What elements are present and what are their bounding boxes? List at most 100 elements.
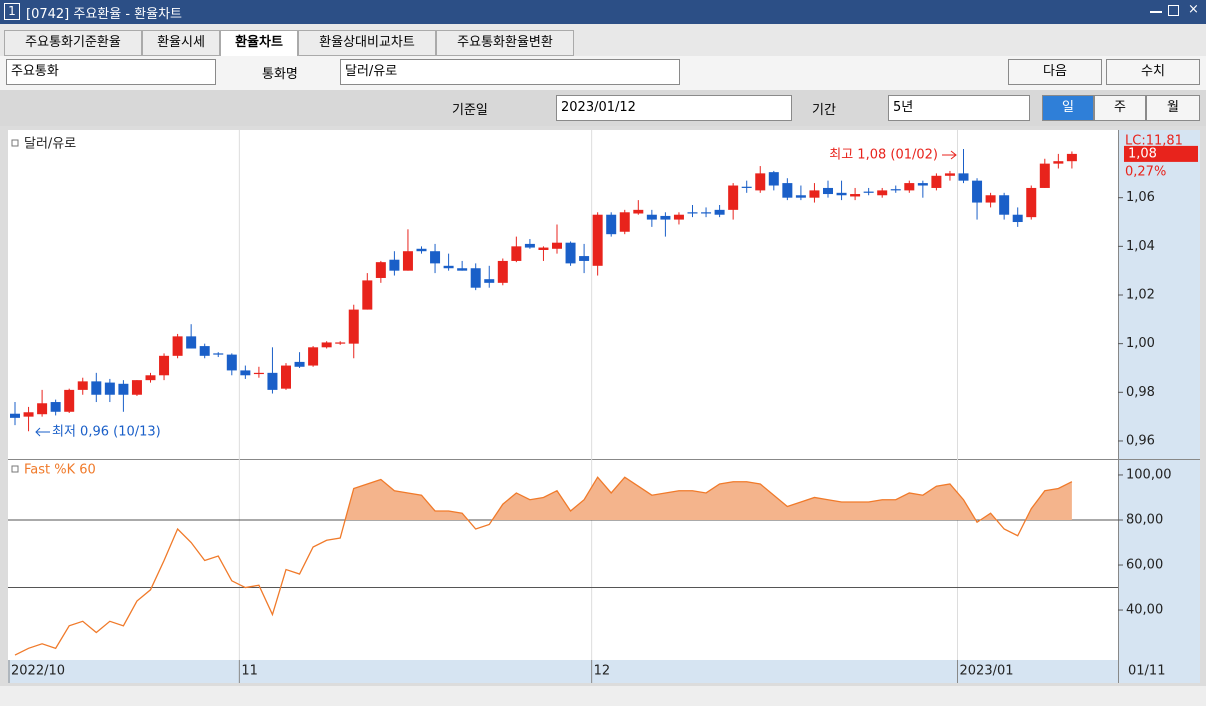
candle-body xyxy=(362,280,373,310)
candle-body xyxy=(240,370,251,376)
lc-label: LC:11,81 xyxy=(1125,134,1183,149)
minimize[interactable] xyxy=(1150,11,1162,13)
candle-body xyxy=(917,183,928,186)
candle-body xyxy=(660,215,671,220)
tab-active[interactable]: 환율차트 xyxy=(220,30,298,56)
candle-body xyxy=(145,375,156,381)
candle-body xyxy=(37,403,48,415)
candle-body xyxy=(104,382,115,395)
change-label: 0,27% xyxy=(1125,165,1166,180)
close[interactable]: × xyxy=(1188,2,1199,17)
week-button[interactable]: 주 xyxy=(1094,95,1146,121)
candle-body xyxy=(958,173,969,181)
y-tick-label: 0,96 xyxy=(1126,433,1155,448)
next-button[interactable]: 다음 xyxy=(1008,59,1102,85)
maximize[interactable] xyxy=(1168,5,1179,16)
candle-body xyxy=(470,268,481,288)
candle-body xyxy=(335,342,346,344)
candle-body xyxy=(579,256,590,261)
x-tick-label: 12 xyxy=(594,664,611,679)
k-line xyxy=(14,476,1073,656)
candle-body xyxy=(457,268,468,271)
date-label: 기준일 xyxy=(452,103,488,118)
period-select[interactable]: 5년 xyxy=(888,95,1030,121)
candle-body xyxy=(511,246,522,261)
candle-body xyxy=(823,187,833,195)
candle-body xyxy=(213,353,224,355)
candle-body xyxy=(714,209,725,215)
market-select[interactable]: 주요통화 xyxy=(6,59,216,85)
candle-body xyxy=(850,194,861,197)
candle-body xyxy=(782,183,793,198)
candle-body xyxy=(673,214,684,220)
candle-body xyxy=(91,381,102,395)
x-end-label: 01/11 xyxy=(1128,664,1165,679)
values-button[interactable]: 수치 xyxy=(1106,59,1200,85)
candle-body xyxy=(375,262,386,278)
candle-body xyxy=(199,346,210,356)
tab[interactable]: 주요통화환율변환 xyxy=(436,30,574,56)
candle-body xyxy=(267,372,278,390)
y-tick-label: 1,04 xyxy=(1126,239,1155,254)
candle-body xyxy=(904,183,915,191)
candle-body xyxy=(1039,163,1050,188)
x-tick-label: 2022/10 xyxy=(11,664,65,679)
candle-body xyxy=(1053,161,1064,164)
y-tick-label: 60,00 xyxy=(1126,558,1163,573)
k-title: Fast %K 60 xyxy=(24,463,96,478)
candle-body xyxy=(592,214,603,266)
tab[interactable]: 주요통화기준환율 xyxy=(4,30,142,56)
candle-body xyxy=(430,251,441,264)
plot-bg xyxy=(8,130,1118,660)
candle-body xyxy=(348,309,359,344)
y-tick-label: 1,00 xyxy=(1126,336,1155,351)
candle-body xyxy=(159,355,170,376)
window-title: [0742] 주요환율 - 환율차트 xyxy=(26,7,182,22)
candle-body xyxy=(64,389,75,412)
candle-body xyxy=(1012,214,1023,223)
candle-body xyxy=(186,336,197,349)
candle-body xyxy=(999,195,1010,215)
min-annotation: 최저 0,96 (10/13) xyxy=(52,425,161,440)
candle-body xyxy=(809,190,820,198)
candle-body xyxy=(646,214,657,220)
tab[interactable]: 환율시세 xyxy=(142,30,220,56)
candle-body xyxy=(552,242,562,249)
candle-body xyxy=(1026,187,1037,218)
month-button[interactable]: 월 xyxy=(1146,95,1200,121)
day-button[interactable]: 일 xyxy=(1042,95,1094,121)
candle-body xyxy=(619,212,630,232)
candle-body xyxy=(389,259,400,271)
x-tick-label: 2023/01 xyxy=(960,664,1014,679)
y-tick-label: 0,98 xyxy=(1126,385,1155,400)
candle-body xyxy=(10,413,20,418)
candle-body xyxy=(538,247,549,250)
candle-body xyxy=(890,189,901,191)
candle-body xyxy=(877,190,888,196)
k-area xyxy=(15,477,1072,520)
y-tick-label: 1,06 xyxy=(1126,190,1155,205)
candle-body xyxy=(484,279,495,283)
candle-body xyxy=(294,361,305,367)
scrollbar[interactable] xyxy=(0,686,1206,706)
date-input[interactable]: 2023/01/12 xyxy=(556,95,792,121)
candle-body xyxy=(23,412,34,417)
last-price-box xyxy=(1124,145,1198,162)
candle-body xyxy=(687,212,698,214)
candle-body xyxy=(118,383,129,395)
candle-body xyxy=(972,180,983,203)
tab[interactable]: 환율상대비교차트 xyxy=(298,30,436,56)
y-tick-label: 80,00 xyxy=(1126,512,1163,527)
candle-body xyxy=(863,191,874,193)
candle-body xyxy=(253,372,264,375)
candle-body xyxy=(755,173,766,191)
candle-body xyxy=(443,265,454,269)
candle-body xyxy=(606,214,617,235)
y-axis-bg xyxy=(1118,130,1200,683)
title-bar: 1 [0742] 주요환율 - 환율차트 × xyxy=(0,0,1206,24)
candle-body xyxy=(321,342,332,348)
legend-box xyxy=(11,139,19,147)
currency-select[interactable]: 달러/유로 xyxy=(340,59,680,85)
candle-body xyxy=(931,175,942,188)
